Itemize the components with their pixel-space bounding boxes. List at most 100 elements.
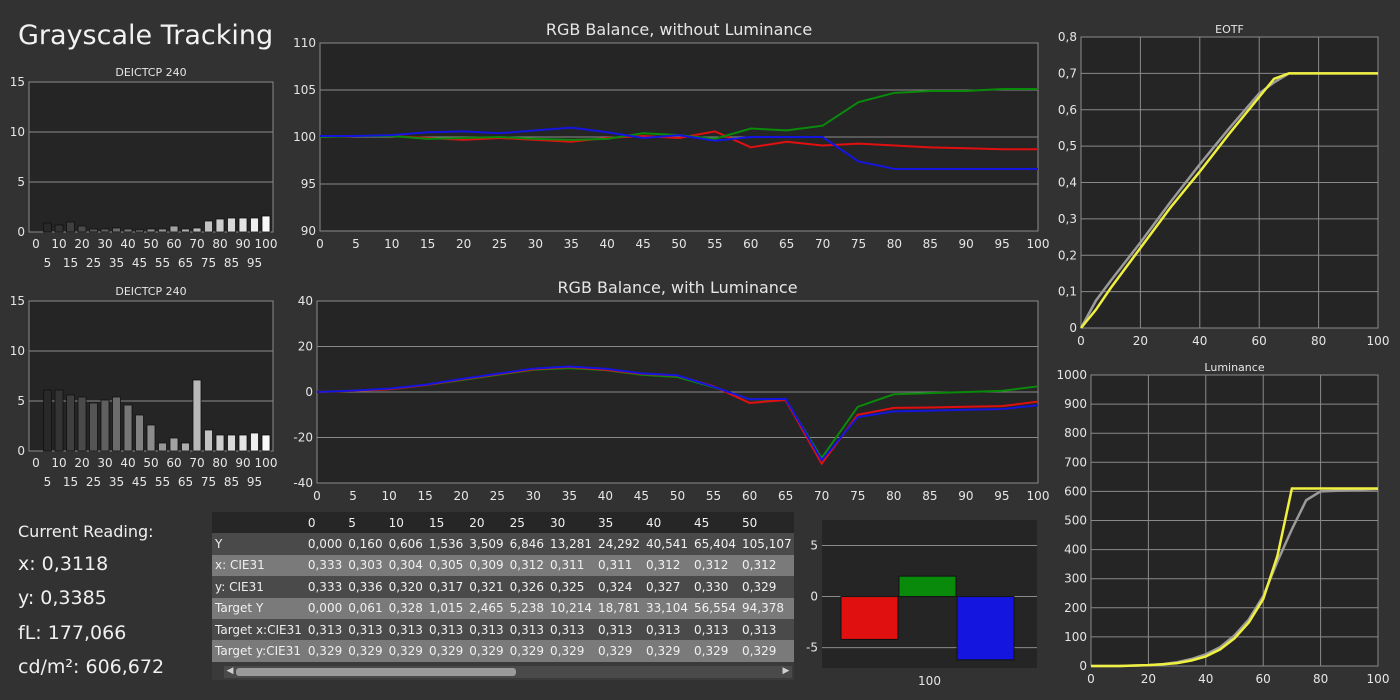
scroll-left-arrow-icon[interactable]: ◀ [226,666,234,676]
bar [169,225,179,233]
table-row[interactable]: Target x:CIE31 0,313 0,313 0,313 0,313 0,313 0… [212,618,794,641]
x-tick-label: 85 [923,237,938,251]
x-tick-label: 0 [32,237,40,251]
y-tick-label: 0,7 [1058,66,1077,80]
bar [89,228,98,233]
x-tick-label: 15 [63,256,78,270]
table-cell: 0,305 [425,554,467,577]
x-tick-label: 60 [742,489,757,503]
series-line [1091,487,1378,668]
table-cell: 0,311 [547,554,596,577]
y-tick-label: 110 [293,36,316,50]
table-row[interactable]: Target Y 0,000 0,061 0,328 1,015 2,465 5,238 10… [212,597,794,619]
x-tick-label: 85 [224,475,239,489]
x-tick-label: 5 [44,256,52,270]
table-row[interactable]: x: CIE31 0,333 0,303 0,304 0,305 0,309 0,312 0,… [212,554,794,577]
x-tick-label: 40 [1192,334,1207,348]
table-cell: 0,304 [385,554,426,577]
scrollbar-thumb[interactable] [236,668,516,676]
table-cell: 0,333 [304,554,346,577]
y-tick-label: 0,8 [1058,30,1077,44]
x-tick-label: 75 [201,475,216,489]
x-tick-label: 0 [316,237,324,251]
y-tick-label: 0 [1069,321,1077,335]
chart-title: DEICTCP 240 [115,66,186,79]
chart-title: Luminance [1204,361,1264,374]
table-cell: 0,312 [643,554,692,577]
measurement-table[interactable]: 0 5 10 15 20 25 30 35 40 45 50 Y 0,000 0,160 0,606 1,53… [212,512,794,680]
x-tick-label: 40 [600,237,615,251]
y-tick-label: 105 [293,83,316,97]
x-tick-label: 20 [1133,334,1148,348]
x-tick-label: 80 [212,237,227,251]
plot-area [28,81,274,233]
table-cell: 0,313 [385,618,426,641]
chart-title: EOTF [1215,23,1244,36]
page-title: Grayscale Tracking [18,20,274,51]
x-tick-label: 45 [132,256,147,270]
x-tick-label: 85 [922,489,937,503]
x-tick-label: 80 [886,489,901,503]
table-row[interactable]: Y 0,000 0,160 0,606 1,536 3,509 6,846 13,281 24,… [212,533,794,555]
table-cell: 0,329 [691,640,740,662]
y-tick-label: 0 [810,590,818,604]
table-row[interactable]: y: CIE31 0,333 0,336 0,320 0,317 0,321 0,326 0,… [212,576,794,598]
bar [250,217,259,233]
row-label: Target Y [212,597,305,619]
bar [77,225,87,233]
bar [146,228,156,233]
table-cell: 18,781 [595,597,644,619]
bar [250,432,259,452]
x-tick-label: 70 [189,456,204,470]
reading-cdm2: cd/m²: 606,672 [18,656,165,678]
current-reading-label: Current Reading: [18,522,154,541]
table-cell: 0,313 [691,618,740,641]
bar [89,402,98,452]
x-tick-label: 20 [74,237,89,251]
table-cell: 24,292 [595,533,644,555]
data-grid: 0 5 10 15 20 25 30 35 40 45 50 Y 0,000 0,160 0,606 1,53… [212,512,794,662]
table-cell: 0,329 [466,640,507,662]
table-row[interactable]: Target y:CIE31 0,329 0,329 0,329 0,329 0,329 0… [212,640,794,662]
bar [112,227,121,233]
column-header: 25 [506,512,548,534]
x-tick-label: 65 [779,237,794,251]
x-tick-label: 55 [706,489,721,503]
table-cell: 0,328 [385,597,426,619]
x-tick-label: 100 [1027,489,1050,503]
x-tick-label: 90 [235,237,250,251]
x-tick-label: 25 [490,489,505,503]
table-cell: 0,606 [385,533,426,555]
chart-title: RGB Balance, with Luminance [557,278,797,297]
reading-y: y: 0,3385 [18,587,107,609]
table-cell: 0,303 [345,554,386,577]
scroll-right-arrow-icon[interactable]: ▶ [782,666,790,676]
chart-title: DEICTCP 240 [115,285,186,298]
rgb-balance-with-luminance-chart: RGB Balance, with Luminance -40 -20 0 20 40 0 5… [293,278,1050,503]
table-cell: 105,107 [739,533,794,555]
bar [261,215,271,233]
x-tick-label: 95 [994,237,1009,251]
x-tick-label: 100 [1367,672,1390,686]
bar [54,389,64,452]
table-cell: 0,311 [595,554,644,577]
table-cell: 10,214 [547,597,596,619]
x-tick-label: 50 [143,456,158,470]
eotf-chart: EOTF 0 0,1 0,2 0,3 0,4 0,5 0,6 0,7 0,8 0 20 40 60 80 10… [1058,23,1390,348]
bar [100,399,110,452]
bar [227,434,236,452]
table-header-row: 0 5 10 15 20 25 30 35 40 45 50 [212,512,794,534]
x-tick-label: 100 [255,456,278,470]
y-tick-label: 0,3 [1058,212,1077,226]
y-tick-label: 1000 [1056,368,1087,382]
bar [227,217,236,233]
table-cell: 0,329 [739,576,794,598]
y-tick-label: 800 [1064,426,1087,440]
bar [238,434,248,452]
y-tick-label: 100 [293,130,316,144]
x-tick-label: 60 [166,456,181,470]
table-cell: 0,000 [304,533,346,555]
x-tick-label: 55 [155,256,170,270]
x-tick-label: 45 [634,489,649,503]
